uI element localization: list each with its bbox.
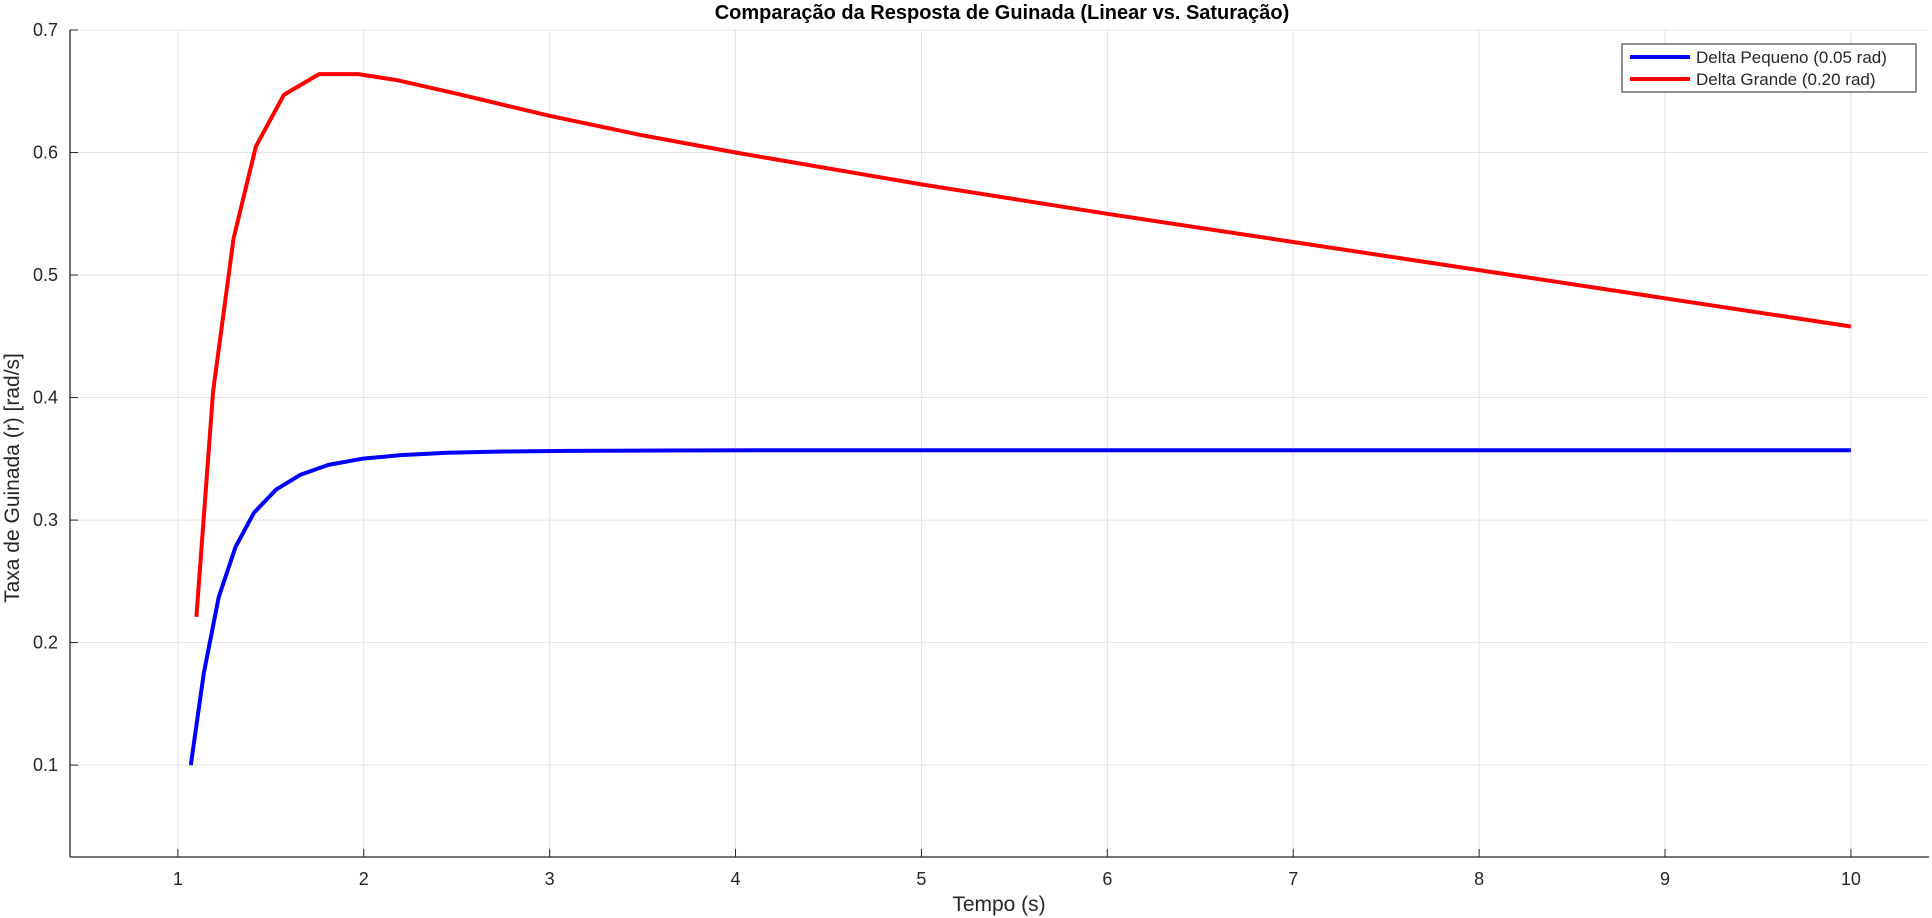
y-tick-label: 0.2 xyxy=(33,633,58,653)
y-tick-label: 0.4 xyxy=(33,388,58,408)
plot-area xyxy=(70,30,1929,857)
grid xyxy=(70,29,1929,857)
chart-title: Comparação da Resposta de Guinada (Linea… xyxy=(715,2,1290,24)
x-tick-label: 10 xyxy=(1841,869,1861,889)
legend: Delta Pequeno (0.05 rad) Delta Grande (0… xyxy=(1621,43,1917,93)
y-axis-label: Taxa de Guinada (r) [rad/s] xyxy=(1,353,24,603)
x-tick-label: 5 xyxy=(916,869,926,889)
y-tick-label: 0.1 xyxy=(33,755,58,775)
series-line-delta-grande xyxy=(194,72,1852,618)
y-tick-label: 0.7 xyxy=(33,20,58,40)
x-tick-label: 8 xyxy=(1474,869,1484,889)
y-tick-label: 0.5 xyxy=(33,265,58,285)
x-tick-label: 7 xyxy=(1288,869,1298,889)
series-line-delta-pequeno xyxy=(188,448,1851,766)
x-tick-label: 4 xyxy=(731,869,741,889)
y-tick-label: 0.3 xyxy=(33,510,58,530)
x-axis-label: Tempo (s) xyxy=(952,893,1045,916)
x-tick-label: 9 xyxy=(1660,869,1670,889)
x-tick-label: 3 xyxy=(545,869,555,889)
legend-label-delta-grande: Delta Grande (0.20 rad) xyxy=(1696,70,1876,89)
x-tick-label: 6 xyxy=(1102,869,1112,889)
axes xyxy=(69,29,1929,858)
data-series xyxy=(188,72,1852,766)
legend-label-delta-pequeno: Delta Pequeno (0.05 rad) xyxy=(1696,48,1887,67)
y-tick-label: 0.6 xyxy=(33,143,58,163)
tick-labels: 1 2 3 4 5 6 7 8 9 10 0.1 0.2 0.3 0.4 0.5 0.6 0.7 xyxy=(33,20,1861,889)
legend-box xyxy=(1621,43,1917,93)
x-tick-label: 2 xyxy=(359,869,369,889)
x-tick-label: 1 xyxy=(173,869,183,889)
